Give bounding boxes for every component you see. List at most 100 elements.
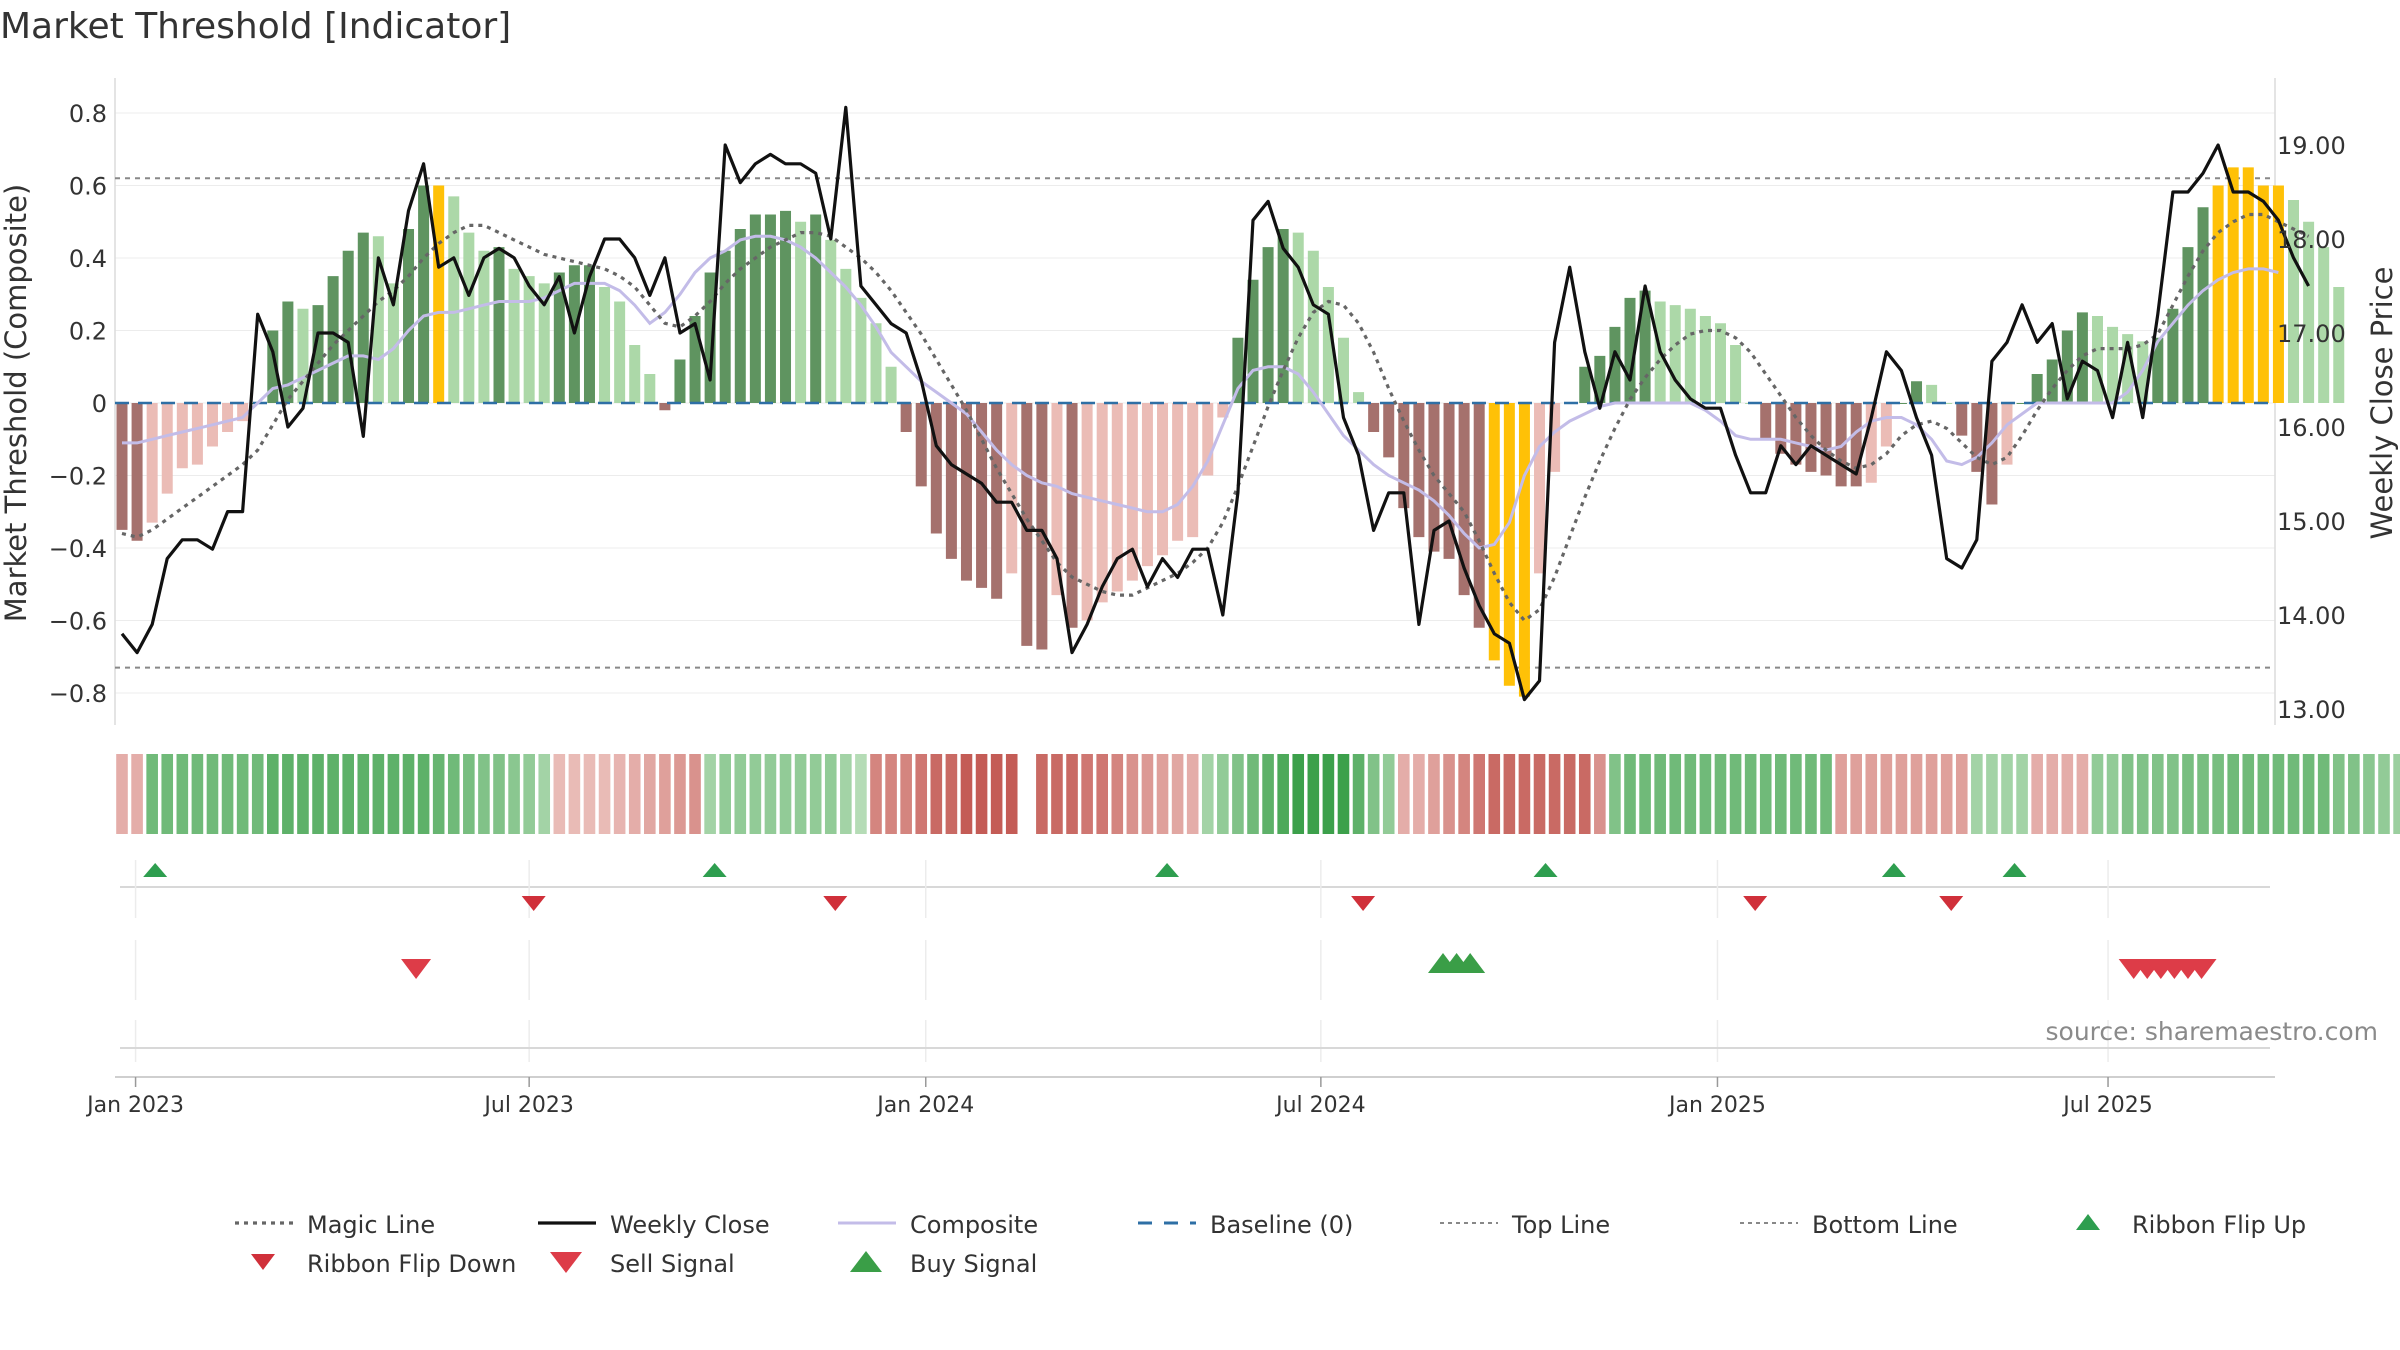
ribbon-segment xyxy=(357,754,370,834)
ribbon-segment xyxy=(1156,754,1169,834)
chart-title: Market Threshold [Indicator] xyxy=(0,6,511,47)
composite-bar xyxy=(237,403,249,422)
composite-bar xyxy=(116,403,128,530)
ribbon-segment xyxy=(251,754,264,834)
ribbon-segment xyxy=(990,754,1003,834)
ribbon-segment xyxy=(1503,754,1516,834)
ribbon-segment xyxy=(2136,754,2149,834)
y2-axis-label: Weekly Close Price xyxy=(2365,267,2399,540)
composite-bar xyxy=(2152,337,2164,403)
composite-bar xyxy=(1986,403,1998,505)
composite-bar xyxy=(945,403,957,559)
ribbon-segment xyxy=(1910,754,1923,834)
ribbon-segment xyxy=(2272,754,2285,834)
ribbon-segment xyxy=(855,754,867,834)
ribbon-segment xyxy=(447,754,460,834)
y-axis-right: 19.00 18.00 17.00 16.00 15.00 14.00 13.00 xyxy=(2277,132,2346,724)
composite-bar xyxy=(1187,403,1199,538)
ribbon-flip-panel xyxy=(120,860,2270,918)
y2-tick-label: 19.00 xyxy=(2277,132,2346,160)
ribbon-segment xyxy=(764,754,777,834)
legend-item-close: Weekly Close xyxy=(538,1211,770,1239)
composite-bar xyxy=(1398,403,1410,509)
ribbon-segment xyxy=(1005,754,1018,834)
chart-lines xyxy=(115,105,2311,702)
ribbon-segment xyxy=(1262,754,1274,834)
composite-bar xyxy=(1126,403,1138,581)
composite-bar xyxy=(2046,359,2058,403)
ribbon-segment xyxy=(538,754,551,834)
composite-bar xyxy=(2257,185,2269,403)
ribbon-segment xyxy=(267,754,279,834)
y2-tick-label: 14.00 xyxy=(2277,602,2346,630)
ribbon-segment xyxy=(2393,754,2400,834)
composite-bar xyxy=(1503,403,1515,686)
ribbon-segment xyxy=(644,754,656,834)
ribbon-segment xyxy=(628,754,641,834)
composite-bar xyxy=(2167,308,2179,403)
ribbon-segment xyxy=(1759,754,1772,834)
y2-tick-label: 16.00 xyxy=(2277,414,2346,442)
legend-label: Composite xyxy=(910,1211,1038,1239)
composite-bar xyxy=(674,359,686,403)
ribbon-segment xyxy=(2091,754,2104,834)
composite-bar xyxy=(2303,221,2315,403)
ribbon-segment xyxy=(493,754,505,834)
ribbon-segment xyxy=(2182,754,2194,834)
composite-bar xyxy=(1021,403,1033,646)
ribbon-flip-up-marker xyxy=(1881,863,1906,877)
ribbon-segment xyxy=(1880,754,1893,834)
y-tick-label: −0.4 xyxy=(49,535,107,563)
ribbon-segment xyxy=(1443,754,1455,834)
x-axis: Jan 2023 Jul 2023 Jan 2024 Jul 2024 Jan 2025… xyxy=(85,1076,2275,1118)
composite-bar xyxy=(976,403,988,588)
composite-bar xyxy=(2272,185,2284,403)
ribbon-segment xyxy=(146,754,158,834)
composite-bars xyxy=(116,167,2345,697)
ribbon-segment xyxy=(312,754,324,834)
ribbon-segment xyxy=(2363,754,2375,834)
ribbon-segment xyxy=(734,754,747,834)
composite-bar xyxy=(1518,403,1530,697)
ribbon-segment xyxy=(1563,754,1576,834)
y-axis-left: 0.8 0.6 0.4 0.2 0 −0.2 −0.4 −0.6 −0.8 xyxy=(49,100,107,708)
ribbon-segment xyxy=(1398,754,1410,834)
ribbon-flip-up-marker xyxy=(702,863,727,877)
ribbon-segment xyxy=(915,754,928,834)
legend-label: Bottom Line xyxy=(1812,1211,1958,1239)
ribbon-segment xyxy=(2378,754,2390,834)
composite-bar xyxy=(810,214,822,403)
legend-label: Weekly Close xyxy=(610,1211,770,1239)
ribbon-segment xyxy=(2001,754,2013,834)
ribbon-segment xyxy=(960,754,973,834)
ribbon-flip-down-marker xyxy=(1351,896,1376,911)
composite-bar xyxy=(553,272,565,403)
ribbon-segment xyxy=(221,754,234,834)
ribbon-segment xyxy=(1775,754,1787,834)
y-tick-label: −0.2 xyxy=(49,463,107,491)
ribbon-segment xyxy=(2348,754,2360,834)
composite-bar xyxy=(1051,403,1063,596)
y2-tick-label: 13.00 xyxy=(2277,696,2346,724)
composite-bar xyxy=(1714,323,1726,403)
legend-item-magic: Magic Line xyxy=(235,1211,435,1239)
ribbon-segment xyxy=(1126,754,1139,834)
composite-bar xyxy=(478,250,490,403)
ribbon-segment xyxy=(1955,754,1968,834)
ribbon-segment xyxy=(1835,754,1847,834)
ribbon-segment xyxy=(402,754,415,834)
ribbon-segment xyxy=(840,754,852,834)
ribbon-segment xyxy=(2257,754,2270,834)
ribbon-segment xyxy=(975,754,988,834)
buy-signal-marker xyxy=(1455,953,1486,973)
composite-bar xyxy=(1111,403,1123,592)
legend-label: Baseline (0) xyxy=(1210,1211,1353,1239)
ribbon-segment xyxy=(704,754,716,834)
composite-line xyxy=(122,234,2279,550)
ribbon-segment xyxy=(1925,754,1938,834)
ribbon-segment xyxy=(1277,754,1289,834)
ribbon-segment xyxy=(1066,754,1078,834)
composite-bar xyxy=(900,403,912,432)
ribbon-segment xyxy=(2106,754,2119,834)
